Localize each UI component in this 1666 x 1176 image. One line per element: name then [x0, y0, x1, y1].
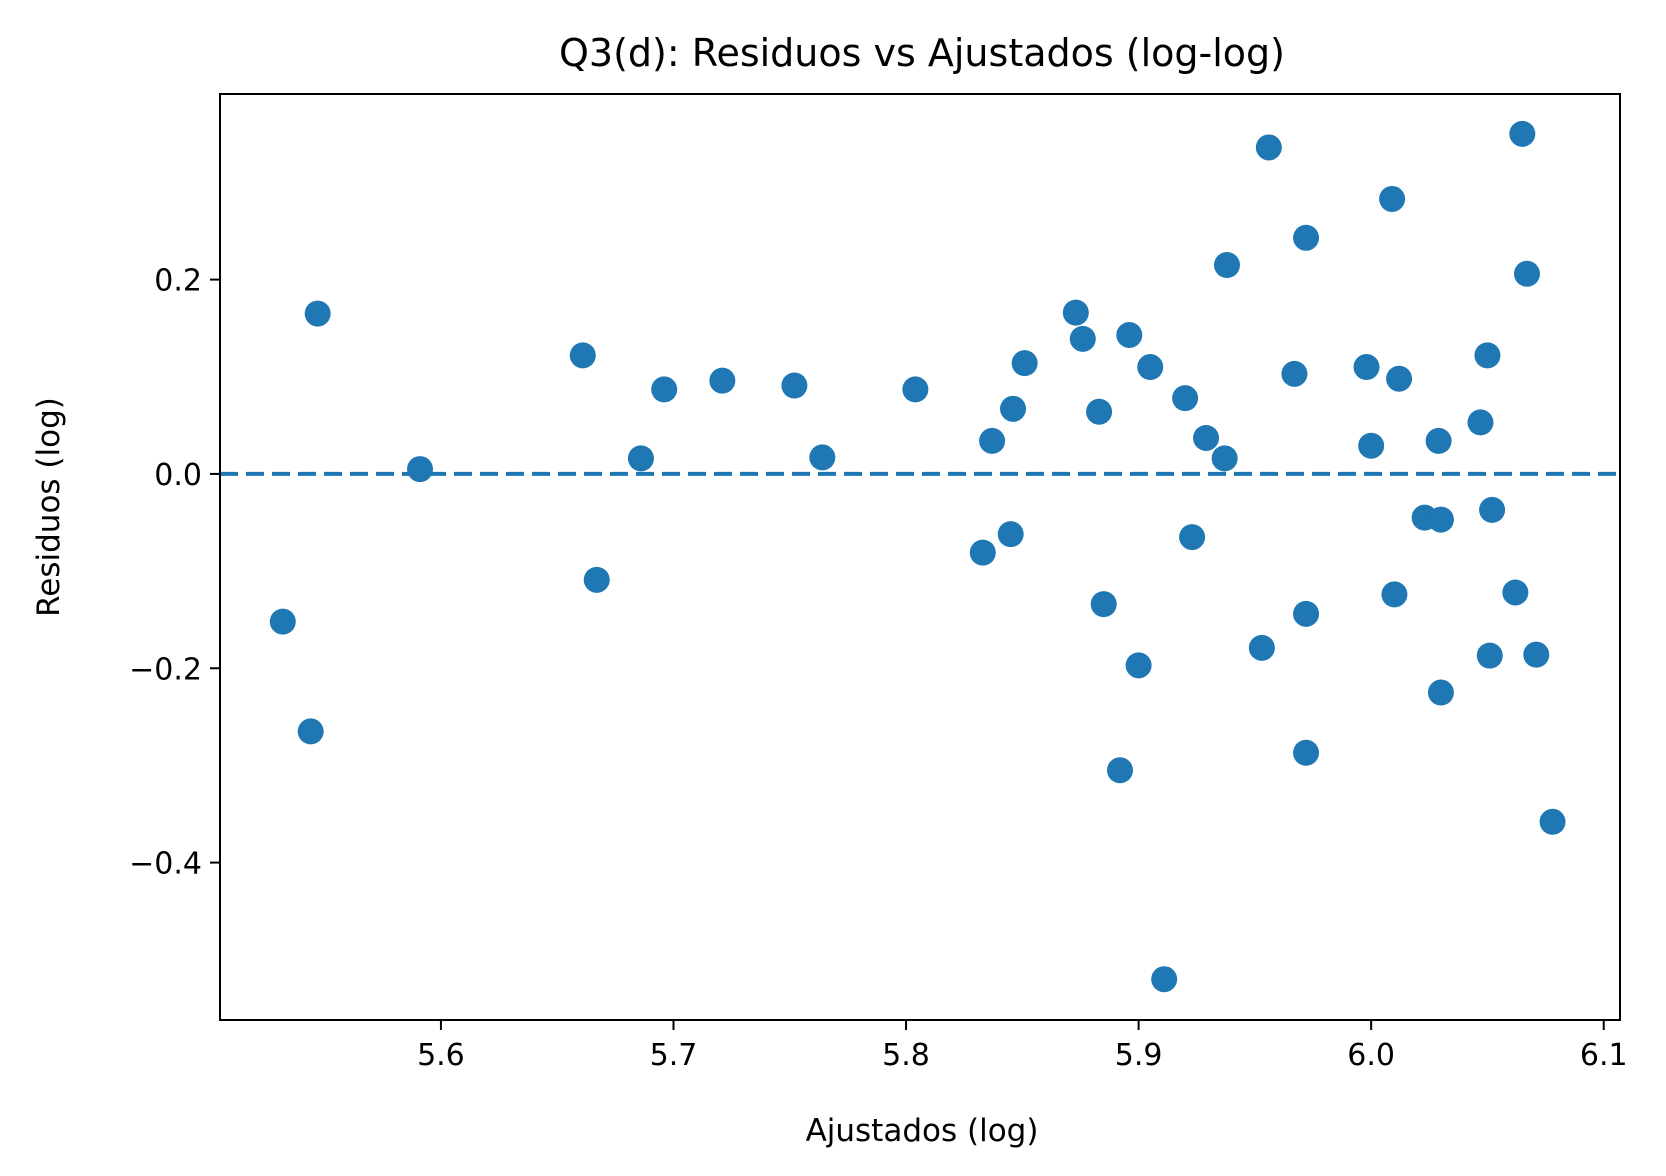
x-axis: 5.6 5.7 5.8 5.9 6.0 6.1	[417, 1020, 1628, 1073]
data-point	[1427, 679, 1454, 706]
data-point	[1479, 496, 1506, 523]
data-point	[1116, 321, 1143, 348]
data-point	[1281, 360, 1308, 387]
x-tick-label: 5.6	[417, 1038, 465, 1073]
data-point	[1474, 342, 1501, 369]
data-point	[1151, 966, 1178, 993]
chart-title: Q3(d): Residuos vs Ajustados (log-log)	[559, 31, 1285, 75]
y-tick-label: −0.4	[129, 847, 202, 882]
data-point	[1476, 642, 1503, 669]
data-point	[709, 367, 736, 394]
data-point	[1427, 506, 1454, 533]
data-point	[297, 718, 324, 745]
data-point	[1000, 395, 1027, 422]
data-point	[1523, 641, 1550, 668]
data-point	[1172, 385, 1199, 412]
data-point	[1211, 445, 1238, 472]
data-point	[304, 300, 331, 327]
data-point	[809, 444, 836, 471]
data-point	[1293, 224, 1320, 251]
data-point	[1107, 757, 1133, 784]
data-point	[1069, 325, 1096, 352]
data-point	[1358, 432, 1385, 459]
x-tick-label: 5.7	[650, 1038, 698, 1073]
data-point	[1062, 299, 1089, 326]
data-point	[1125, 652, 1152, 679]
data-point	[1137, 354, 1164, 381]
data-point	[969, 539, 996, 566]
data-point	[569, 342, 596, 369]
data-point	[781, 372, 808, 399]
data-point	[1090, 591, 1117, 618]
data-point	[1386, 365, 1413, 392]
data-point	[1509, 120, 1536, 147]
data-point	[651, 376, 678, 403]
data-points	[269, 120, 1566, 993]
data-point	[627, 445, 654, 472]
data-point	[1353, 354, 1380, 381]
data-point	[1467, 409, 1494, 436]
data-point	[1213, 252, 1240, 279]
y-tick-label: 0.2	[154, 264, 202, 299]
data-point	[1425, 427, 1452, 454]
data-point	[1011, 350, 1038, 377]
data-point	[1293, 600, 1320, 627]
data-point	[1513, 260, 1540, 287]
data-point	[1248, 634, 1275, 661]
y-tick-label: −0.2	[129, 652, 202, 687]
data-point	[407, 456, 433, 483]
data-point	[1293, 739, 1320, 766]
x-tick-label: 5.8	[882, 1038, 930, 1073]
data-point	[1179, 524, 1206, 551]
x-tick-label: 5.9	[1115, 1038, 1163, 1073]
data-point	[269, 608, 296, 635]
data-point	[1086, 398, 1113, 425]
x-axis-label: Ajustados (log)	[806, 1113, 1039, 1149]
plot-frame	[219, 93, 1621, 1021]
x-tick-label: 6.1	[1580, 1038, 1628, 1073]
y-axis-label: Residuos (log)	[31, 397, 67, 617]
data-point	[1381, 581, 1408, 608]
data-point	[583, 566, 610, 593]
data-point	[979, 427, 1006, 454]
y-tick-label: 0.0	[154, 458, 202, 493]
plot-area	[219, 93, 1621, 1021]
data-point	[1193, 424, 1220, 451]
y-axis: 0.2 0.0 −0.2 −0.4	[129, 264, 220, 882]
x-tick-label: 6.0	[1347, 1038, 1395, 1073]
data-point	[1255, 134, 1282, 161]
data-point	[1502, 579, 1529, 606]
data-point	[1539, 808, 1566, 835]
data-point	[997, 521, 1024, 548]
data-point	[1379, 185, 1406, 212]
data-point	[902, 376, 929, 403]
